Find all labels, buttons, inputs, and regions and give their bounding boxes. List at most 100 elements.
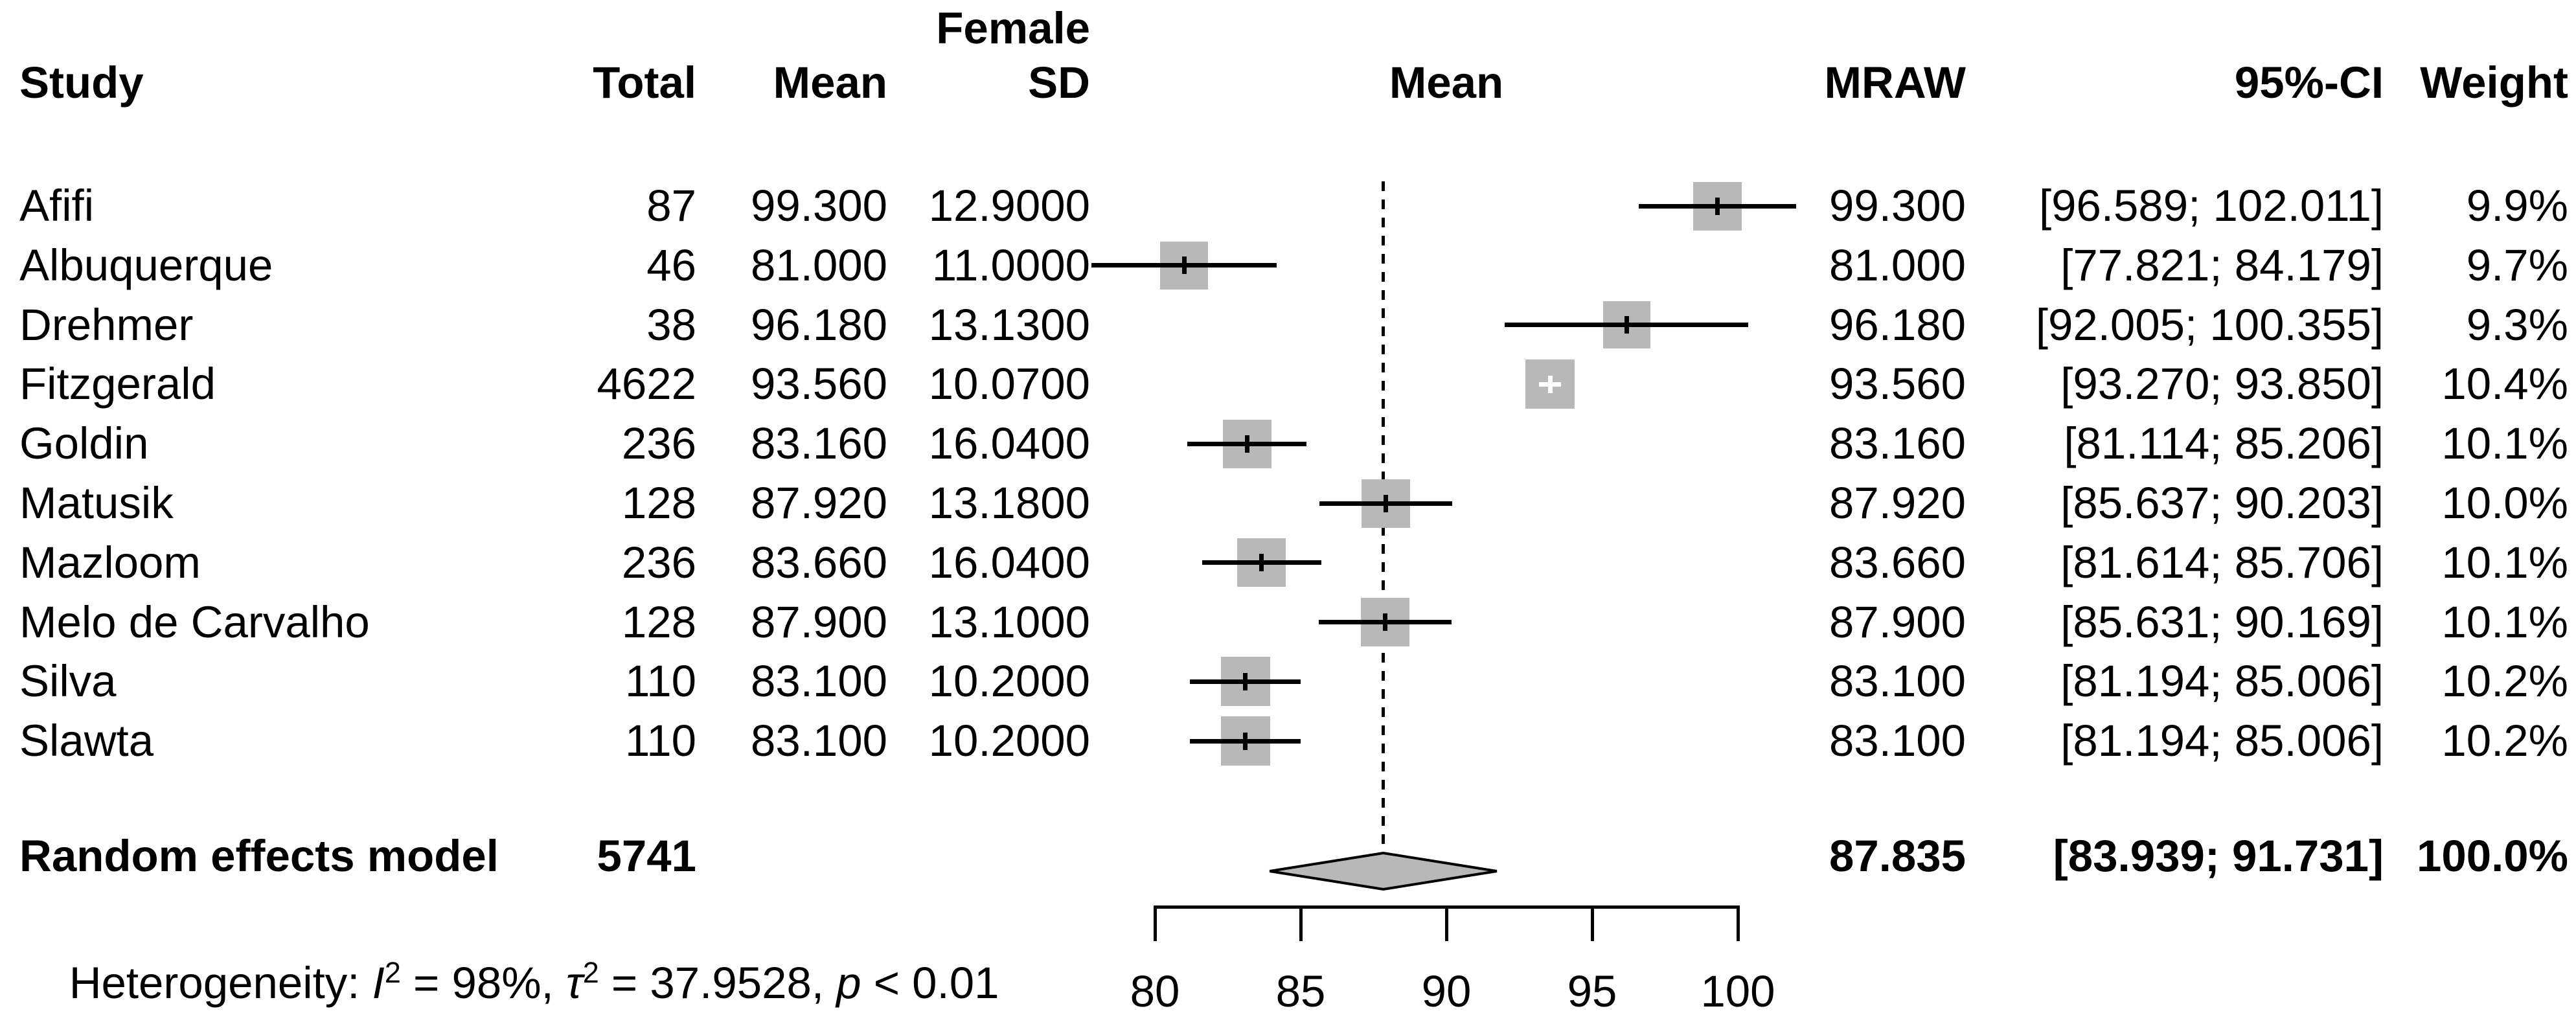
study-name: Silva xyxy=(19,656,117,707)
mean-cell: 87.920 xyxy=(750,478,887,528)
weight-cell: 10.1% xyxy=(2441,597,2568,647)
axis-tick xyxy=(1736,907,1740,941)
weight-cell: 9.7% xyxy=(2466,240,2568,290)
total-cell: 236 xyxy=(621,418,696,469)
total-cell: 128 xyxy=(621,478,696,528)
axis-tick-label: 85 xyxy=(1275,966,1326,1013)
mean-tick xyxy=(1715,197,1720,215)
sd-cell: 16.0400 xyxy=(928,418,1090,469)
axis-tick-label: 80 xyxy=(1130,966,1180,1013)
sd-cell: 10.0700 xyxy=(928,359,1090,409)
ci-cell: [96.589; 102.011] xyxy=(2038,181,2384,231)
header-group-female: Female xyxy=(936,3,1090,53)
sd-cell: 16.0400 xyxy=(928,537,1090,587)
mraw-cell: 81.000 xyxy=(1829,240,1966,290)
mean-cell: 83.160 xyxy=(750,418,887,469)
mean-tick xyxy=(1383,494,1388,512)
het-mid2: = 37.9528, xyxy=(598,958,837,1008)
header-sd: SD xyxy=(1028,58,1090,108)
mraw-cell: 83.160 xyxy=(1829,418,1966,469)
het-tau-sup: 2 xyxy=(582,956,599,989)
sd-cell: 12.9000 xyxy=(928,181,1090,231)
mean-cell: 93.560 xyxy=(750,359,887,409)
summary-ci: [83.939; 91.731] xyxy=(2053,831,2384,881)
study-name: Fitzgerald xyxy=(19,359,216,409)
het-tail: < 0.01 xyxy=(861,958,999,1008)
total-cell: 236 xyxy=(621,537,696,587)
mraw-cell: 83.100 xyxy=(1829,716,1966,766)
weight-cell: 9.3% xyxy=(2466,299,2568,350)
mraw-cell: 96.180 xyxy=(1829,299,1966,350)
mean-tick xyxy=(1259,554,1264,572)
mean-tick xyxy=(1624,316,1629,334)
ci-cell: [81.194; 85.006] xyxy=(2060,656,2384,707)
study-name: Goldin xyxy=(19,418,149,469)
heterogeneity-text: Heterogeneity: I2 = 98%, τ2 = 37.9528, p… xyxy=(19,900,999,1008)
mean-cell: 99.300 xyxy=(750,181,887,231)
weight-cell: 9.9% xyxy=(2466,181,2568,231)
sd-cell: 13.1300 xyxy=(928,299,1090,350)
total-cell: 110 xyxy=(624,716,696,766)
diamond-shape xyxy=(1269,851,1498,891)
mraw-cell: 83.660 xyxy=(1829,537,1966,587)
sd-cell: 10.2000 xyxy=(928,656,1090,707)
ci-cell: [81.114; 85.206] xyxy=(2064,418,2384,469)
ci-cell: [77.821; 84.179] xyxy=(2060,240,2384,290)
mean-cell: 83.100 xyxy=(750,656,887,707)
ci-cell: [81.614; 85.706] xyxy=(2060,537,2384,587)
mean-tick xyxy=(1181,256,1187,275)
axis-tick xyxy=(1590,907,1594,941)
sd-cell: 13.1800 xyxy=(928,478,1090,528)
ci-cell: [85.637; 90.203] xyxy=(2060,478,2384,528)
mean-tick xyxy=(1243,672,1248,690)
mean-cell: 81.000 xyxy=(750,240,887,290)
axis-tick xyxy=(1299,907,1303,941)
total-cell: 128 xyxy=(621,597,696,647)
weight-cell: 10.0% xyxy=(2441,478,2568,528)
weight-cell: 10.1% xyxy=(2441,537,2568,587)
header-total: Total xyxy=(593,58,696,108)
total-cell: 87 xyxy=(646,181,696,231)
axis-tick xyxy=(1153,907,1157,941)
axis-tick-label: 90 xyxy=(1421,966,1472,1013)
header-weight: Weight xyxy=(2420,58,2568,108)
mean-tick xyxy=(1243,732,1248,750)
study-name: Mazloom xyxy=(19,537,201,587)
sd-cell: 13.1000 xyxy=(928,597,1090,647)
total-cell: 110 xyxy=(624,656,696,707)
sd-cell: 10.2000 xyxy=(928,716,1090,766)
header-ci: 95%-CI xyxy=(2234,58,2384,108)
total-cell: 46 xyxy=(646,240,696,290)
weight-cell: 10.4% xyxy=(2441,359,2568,409)
ci-cell: [93.270; 93.850] xyxy=(2060,359,2384,409)
mean-tick xyxy=(1383,613,1387,632)
header-mraw: MRAW xyxy=(1824,58,1966,108)
summary-label: Random effects model xyxy=(19,831,499,881)
het-p-symbol: p xyxy=(836,958,861,1008)
sd-cell: 11.0000 xyxy=(931,240,1090,290)
header-plot-mean: Mean xyxy=(1389,58,1504,108)
mean-cell: 87.900 xyxy=(750,597,887,647)
study-name: Drehmer xyxy=(19,299,194,350)
header-study: Study xyxy=(19,58,144,108)
study-name: Slawta xyxy=(19,716,154,766)
mean-cell: 83.660 xyxy=(750,537,887,587)
study-name: Albuquerque xyxy=(19,240,273,290)
ci-cell: [85.631; 90.169] xyxy=(2060,597,2384,647)
total-cell: 38 xyxy=(646,299,696,350)
mraw-cell: 87.920 xyxy=(1829,478,1966,528)
het-i-symbol: I xyxy=(372,958,385,1008)
mraw-cell: 83.100 xyxy=(1829,656,1966,707)
mraw-cell: 87.900 xyxy=(1829,597,1966,647)
het-tau-symbol: τ xyxy=(565,958,583,1008)
weight-cell: 10.2% xyxy=(2441,656,2568,707)
axis-tick xyxy=(1444,907,1448,941)
mean-tick-white xyxy=(1547,375,1553,393)
summary-weight: 100.0% xyxy=(2416,831,2568,881)
study-name: Melo de Carvalho xyxy=(19,597,370,647)
axis-tick-label: 95 xyxy=(1567,966,1617,1013)
mraw-cell: 99.300 xyxy=(1829,181,1966,231)
het-prefix: Heterogeneity: xyxy=(69,958,372,1008)
weight-cell: 10.2% xyxy=(2441,716,2568,766)
